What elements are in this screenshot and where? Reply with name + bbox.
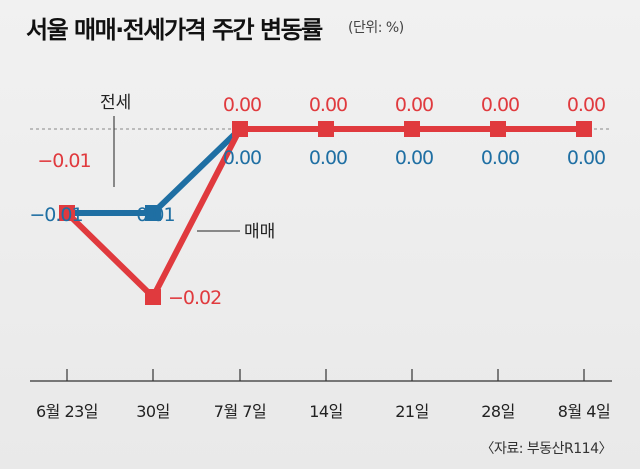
sale-label-3: 0.00	[309, 94, 347, 116]
x-tick-label-1: 30일	[136, 402, 170, 421]
jeonse-label-2: 0.00	[223, 147, 261, 169]
sale-marker-3	[318, 121, 334, 137]
unit-label: (단위: %)	[348, 20, 404, 36]
series-markers	[59, 121, 592, 305]
sale-marker-1	[145, 289, 161, 305]
sale-label-6: 0.00	[567, 94, 605, 116]
sale-marker-0	[59, 205, 75, 221]
jeonse-label-1: −0.01	[121, 204, 174, 226]
sale-label-2: 0.00	[223, 94, 261, 116]
sale-label-4: 0.00	[395, 94, 433, 116]
x-tick-label-6: 8월 4일	[558, 402, 610, 421]
sale-marker-4	[404, 121, 420, 137]
x-tick-label-4: 21일	[395, 402, 429, 421]
data-labels: −0.01 −0.02 0.00 0.00 0.00 0.00 0.00 −0.01 −0.01…	[29, 94, 606, 309]
x-tick-label-5: 28일	[481, 402, 515, 421]
x-tick-label-2: 7월 7일	[214, 402, 266, 421]
jeonse-label-5: 0.00	[481, 147, 519, 169]
x-tick-label-3: 14일	[309, 402, 343, 421]
sale-marker-5	[490, 121, 506, 137]
jeonse-series-line	[67, 126, 584, 216]
jeonse-series-annotation: 전세	[100, 93, 131, 113]
jeonse-label-6: 0.00	[567, 147, 605, 169]
sale-label-0: −0.01	[37, 150, 90, 172]
jeonse-label-4: 0.00	[395, 147, 433, 169]
annotation-leaders	[113, 116, 240, 232]
sale-marker-2	[232, 121, 248, 137]
x-tick-label-0: 6월 23일	[36, 402, 98, 421]
jeonse-label-0: −0.01	[29, 204, 82, 226]
source-note: 〈자료: 부동산R114〉	[480, 441, 612, 457]
jeonse-label-3: 0.00	[309, 147, 347, 169]
chart-title: 서울 매매·전세가격 주간 변동률	[26, 16, 323, 44]
sale-series-annotation: 매매	[244, 222, 275, 242]
sale-label-1: −0.02	[168, 287, 221, 309]
sale-label-5: 0.00	[481, 94, 519, 116]
sale-marker-6	[576, 121, 592, 137]
jeonse-marker-1	[145, 205, 161, 221]
x-axis-ticks: 6월 23일 30일 7월 7일 14일 21일 28일 8월 4일	[36, 369, 611, 421]
